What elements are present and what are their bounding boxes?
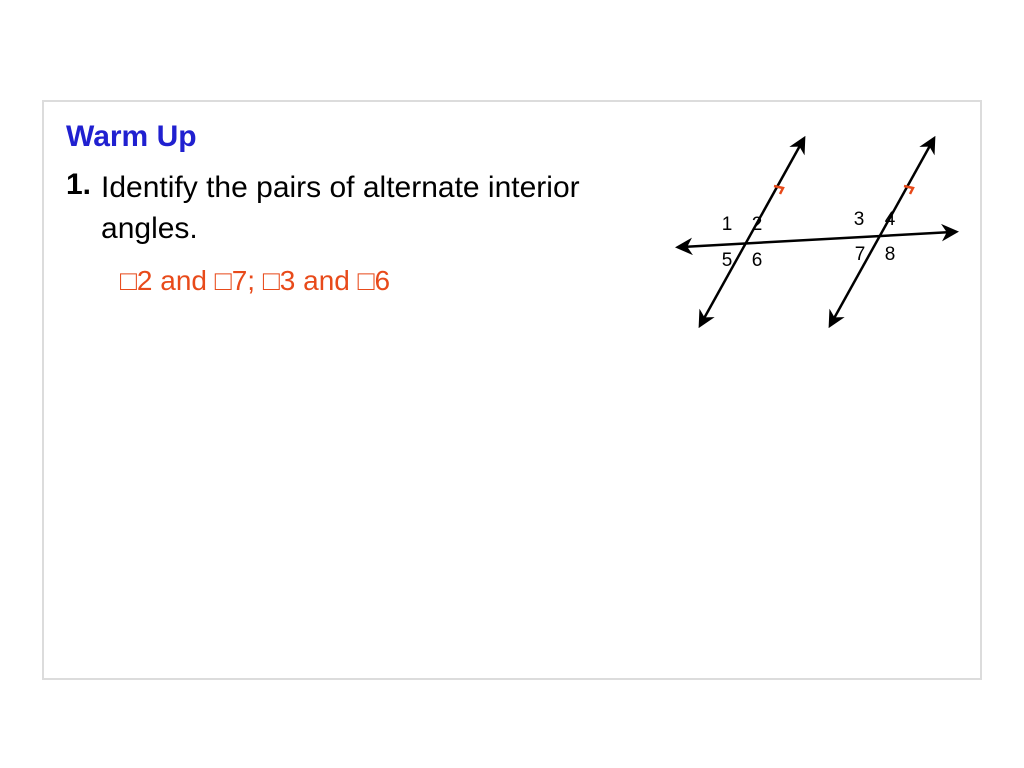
angle-symbol: □ (120, 265, 137, 296)
svg-text:4: 4 (885, 209, 896, 230)
answer-part: 7; (232, 265, 263, 296)
answer-part: 3 and (280, 265, 358, 296)
svg-text:2: 2 (752, 214, 763, 235)
angle-symbol: □ (263, 265, 280, 296)
svg-text:6: 6 (752, 250, 763, 271)
question-number: 1. (66, 168, 91, 202)
angles-diagram: 12 34 56 78 (672, 132, 962, 332)
answer-part: 6 (375, 265, 391, 296)
svg-text:1: 1 (722, 214, 733, 235)
svg-text:8: 8 (885, 244, 896, 265)
answer-part: 2 and (137, 265, 215, 296)
svg-text:7: 7 (855, 244, 866, 265)
question-text: Identify the pairs of alternate interior… (101, 168, 661, 249)
svg-text:3: 3 (854, 209, 865, 230)
svg-text:5: 5 (722, 250, 733, 271)
angle-symbol: □ (358, 265, 375, 296)
angle-symbol: □ (215, 265, 232, 296)
slide-container: Warm Up 1. Identify the pairs of alterna… (42, 100, 982, 680)
